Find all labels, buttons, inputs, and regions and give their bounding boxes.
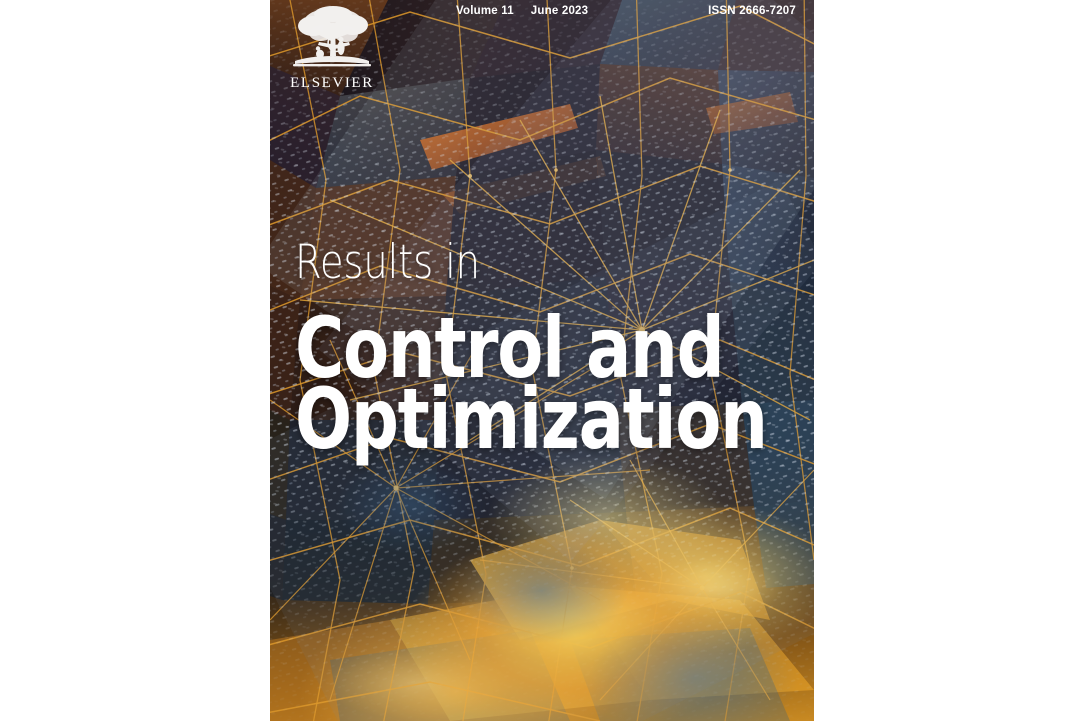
- cover-artwork-blue-pools: [270, 0, 814, 721]
- journal-cover: Volume 11 June 2023 ISSN 2666-7207: [270, 0, 814, 721]
- journal-title-prefix: Results in: [295, 235, 480, 290]
- elsevier-tree-icon: [293, 6, 371, 67]
- journal-title-line-2: Optimization: [295, 370, 768, 469]
- elsevier-wordmark: ELSEVIER: [290, 75, 374, 91]
- cover-title-block: Results in Control and Optimization: [295, 235, 795, 469]
- masthead-topline: Volume 11 June 2023 ISSN 2666-7207: [270, 5, 814, 21]
- issn-label: ISSN 2666-7207: [708, 5, 796, 17]
- volume-issue-label: Volume 11 June 2023: [456, 5, 589, 17]
- masthead: Volume 11 June 2023 ISSN 2666-7207: [270, 0, 814, 96]
- elsevier-logo: ELSEVIER: [289, 4, 375, 92]
- journal-title-line-1: Control and: [295, 299, 725, 398]
